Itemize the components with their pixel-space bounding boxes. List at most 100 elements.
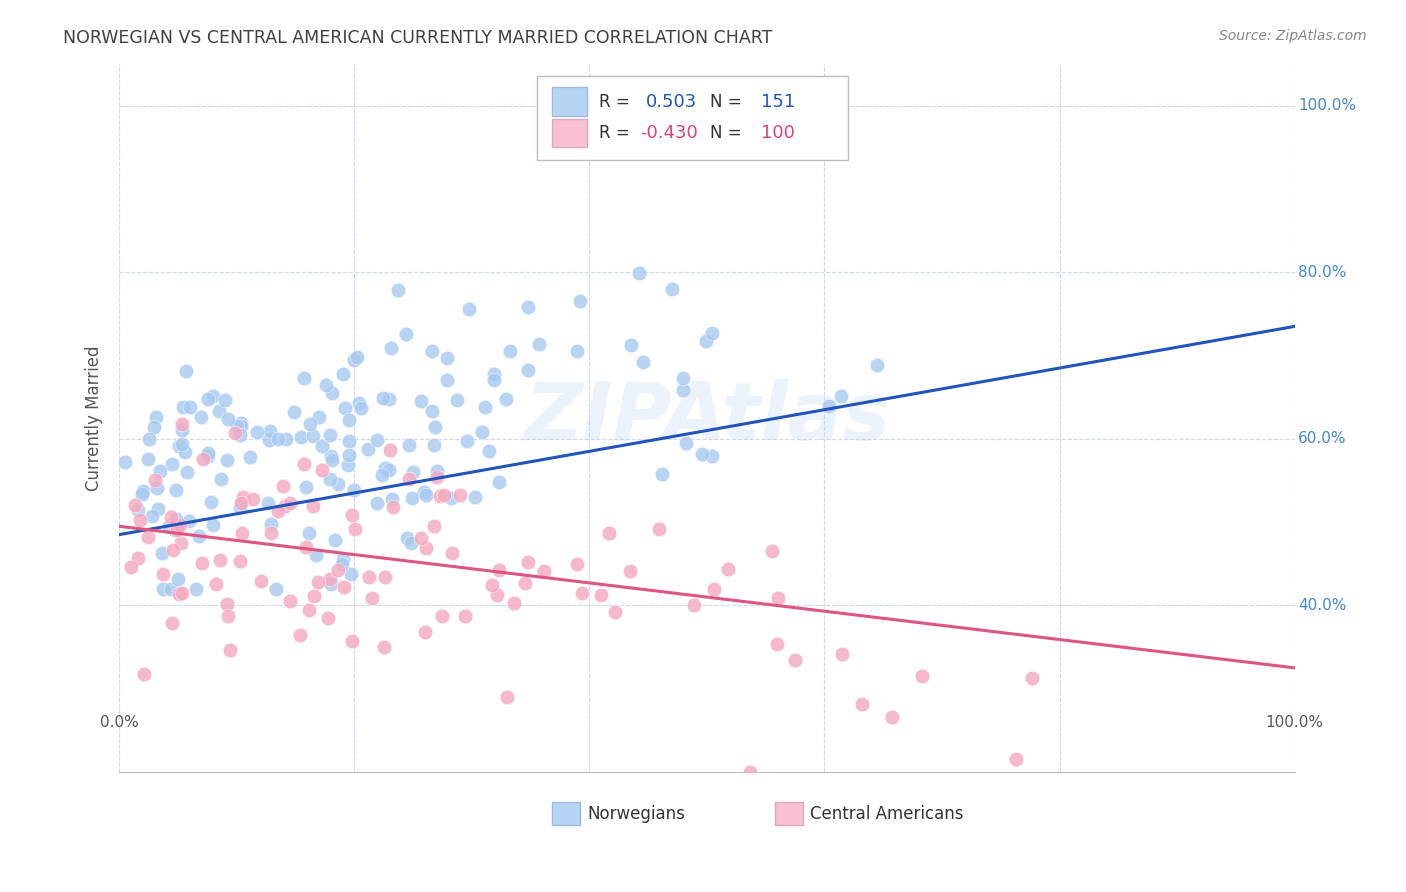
Point <box>197 446 219 460</box>
Text: 100.0%: 100.0% <box>1265 715 1323 731</box>
Point <box>336 458 359 473</box>
Point <box>565 557 588 571</box>
Point <box>217 452 239 467</box>
Point <box>200 494 222 508</box>
Point <box>271 479 294 493</box>
Point <box>700 449 723 463</box>
Point <box>177 514 200 528</box>
Point <box>146 481 169 495</box>
Point <box>172 400 194 414</box>
Point <box>350 401 373 416</box>
Point <box>413 624 436 639</box>
Point <box>340 566 363 581</box>
Point <box>114 455 136 469</box>
Text: 100.0%: 100.0% <box>1298 98 1357 113</box>
Point <box>648 522 671 536</box>
Point <box>162 616 184 631</box>
Point <box>343 483 366 497</box>
Point <box>278 594 301 608</box>
Point <box>342 508 364 522</box>
Point <box>333 580 356 594</box>
Point <box>292 371 315 385</box>
Point <box>457 302 479 317</box>
Point <box>307 575 329 590</box>
Point <box>471 425 494 439</box>
Point <box>209 552 232 566</box>
Point <box>197 392 219 407</box>
Point <box>298 417 321 431</box>
Point <box>264 582 287 596</box>
Point <box>672 371 695 385</box>
Point <box>426 464 449 478</box>
Bar <box>551 87 588 116</box>
Point <box>229 418 252 433</box>
Point <box>330 557 353 571</box>
Point <box>172 423 194 437</box>
Point <box>456 434 478 448</box>
Point <box>851 697 873 711</box>
Point <box>138 432 160 446</box>
Point <box>880 709 903 723</box>
Point <box>242 492 264 507</box>
Bar <box>775 803 803 825</box>
Point <box>374 570 396 584</box>
Point <box>337 413 360 427</box>
Point <box>378 443 401 458</box>
Point <box>374 461 396 475</box>
Point <box>224 425 246 440</box>
Point <box>332 552 354 566</box>
Point <box>464 490 486 504</box>
Point <box>373 640 395 654</box>
Point <box>396 532 419 546</box>
Point <box>627 266 650 280</box>
Text: ZIPAtlas: ZIPAtlas <box>524 379 890 457</box>
Text: 80.0%: 80.0% <box>1298 265 1347 280</box>
Point <box>516 300 538 314</box>
Point <box>280 496 302 510</box>
Point <box>516 363 538 377</box>
Point <box>120 560 142 574</box>
Text: 0.503: 0.503 <box>645 93 697 111</box>
Point <box>246 425 269 440</box>
Point <box>172 417 194 432</box>
Point <box>229 554 252 568</box>
Point <box>321 385 343 400</box>
Point <box>162 543 184 558</box>
Point <box>326 477 349 491</box>
Point <box>166 572 188 586</box>
Point <box>533 564 555 578</box>
Point <box>357 442 380 457</box>
Point <box>160 458 183 472</box>
Point <box>131 484 153 499</box>
Point <box>302 589 325 603</box>
Point <box>205 577 228 591</box>
Point <box>318 611 340 625</box>
Point <box>169 439 191 453</box>
Point <box>337 434 360 449</box>
Point <box>217 608 239 623</box>
Point <box>292 457 315 471</box>
Point <box>766 591 789 605</box>
Point <box>425 420 447 434</box>
Point <box>361 591 384 606</box>
Point <box>297 603 319 617</box>
Point <box>766 637 789 651</box>
Point <box>423 438 446 452</box>
Point <box>516 555 538 569</box>
Point <box>695 334 717 348</box>
Point <box>381 491 404 506</box>
Point <box>202 517 225 532</box>
Point <box>866 358 889 372</box>
Point <box>225 419 247 434</box>
Point <box>675 435 697 450</box>
Text: 40.0%: 40.0% <box>1298 598 1347 613</box>
Point <box>311 439 333 453</box>
Point <box>446 393 468 408</box>
Text: N =: N = <box>710 124 742 142</box>
Point <box>152 566 174 581</box>
Point <box>179 401 201 415</box>
Point <box>454 609 477 624</box>
Point <box>474 401 496 415</box>
Point <box>217 412 239 426</box>
Point <box>370 467 392 482</box>
